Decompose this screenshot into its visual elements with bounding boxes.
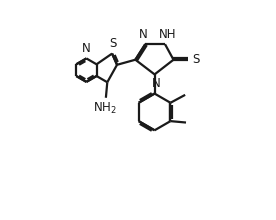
Text: S: S — [192, 53, 200, 66]
Text: N: N — [152, 77, 160, 90]
Text: S: S — [109, 37, 116, 50]
Text: N: N — [82, 42, 91, 55]
Text: NH: NH — [158, 28, 176, 41]
Text: NH$_2$: NH$_2$ — [92, 101, 116, 116]
Text: N: N — [139, 28, 147, 41]
